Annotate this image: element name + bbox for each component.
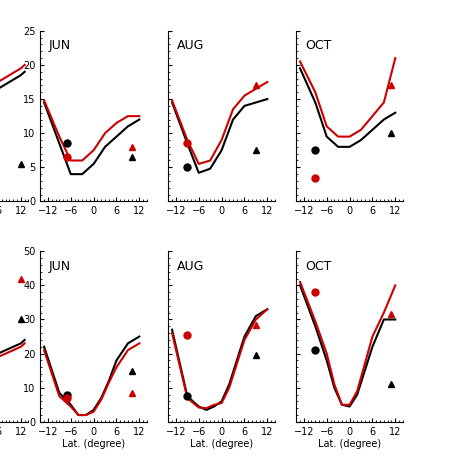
X-axis label: Lat. (degree): Lat. (degree) (318, 439, 381, 449)
Text: JUN: JUN (49, 39, 71, 52)
X-axis label: Lat. (degree): Lat. (degree) (190, 439, 253, 449)
Text: JUN: JUN (49, 260, 71, 273)
Text: AUG: AUG (177, 260, 204, 273)
X-axis label: Lat. (degree): Lat. (degree) (62, 439, 125, 449)
Text: AUG: AUG (177, 39, 204, 52)
Text: OCT: OCT (305, 260, 331, 273)
Text: OCT: OCT (305, 39, 331, 52)
